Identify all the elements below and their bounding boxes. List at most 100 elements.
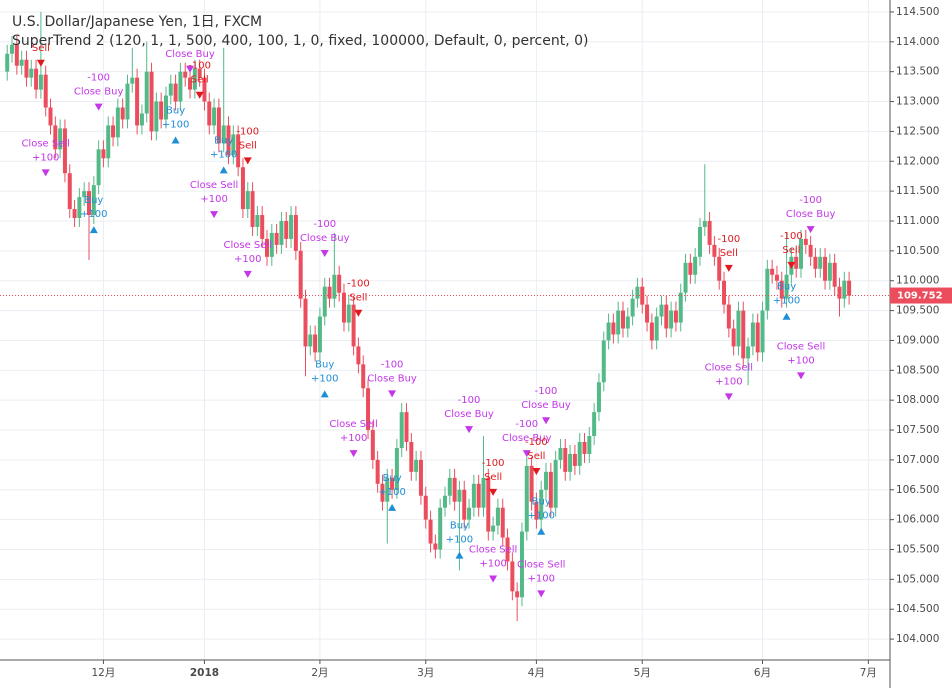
x-tick-label: 3月 xyxy=(417,667,434,679)
signal-arrow xyxy=(489,575,498,583)
candle-body xyxy=(755,322,760,353)
signal-label: Close Sell xyxy=(21,138,69,149)
candle-body xyxy=(582,441,587,454)
signal-arrow xyxy=(94,103,103,111)
signal-label: -100 xyxy=(780,231,803,242)
signal-label: Close Sell xyxy=(224,240,272,251)
candle-body xyxy=(568,453,573,472)
signal-label: Close Buy xyxy=(367,373,417,384)
candle-body xyxy=(260,215,265,239)
x-tick-label: 12月 xyxy=(91,667,115,679)
candle-body xyxy=(14,44,19,66)
candle-body xyxy=(592,412,597,437)
signal-label: +100 xyxy=(234,254,261,265)
candle-body xyxy=(515,591,520,598)
signal-label: Close Sell xyxy=(329,419,377,430)
candle-body xyxy=(669,310,674,329)
candle-body xyxy=(293,215,298,251)
candle-body xyxy=(765,268,770,311)
signal-label: +100 xyxy=(311,373,338,384)
signal-label: Buy xyxy=(214,135,233,146)
signal-arrow xyxy=(320,249,329,257)
candle-body xyxy=(544,471,549,490)
signal-arrow xyxy=(787,261,796,269)
candle-body xyxy=(356,346,361,365)
signal-label: +100 xyxy=(715,376,742,387)
candle-body xyxy=(673,310,678,323)
candle-body xyxy=(399,412,404,448)
candle-body xyxy=(495,507,500,526)
candle-body xyxy=(144,71,149,114)
candle-body xyxy=(553,459,558,508)
y-tick-label: 109.500 xyxy=(896,305,939,317)
signal-label: -100 xyxy=(381,359,404,370)
candle-body xyxy=(693,256,698,275)
x-tick-label: 2月 xyxy=(311,667,328,679)
candle-body xyxy=(649,322,654,341)
candle-body xyxy=(139,113,144,126)
y-tick-label: 109.000 xyxy=(896,334,939,346)
signal-label: -100 xyxy=(313,219,336,230)
signal-label: Sell xyxy=(782,245,800,256)
candle-body xyxy=(697,226,702,257)
candle-body xyxy=(548,471,553,508)
candle-body xyxy=(168,83,173,96)
candle-body xyxy=(366,388,371,431)
signal-label: +100 xyxy=(340,433,367,444)
candle-body xyxy=(500,507,505,538)
y-tick-label: 114.000 xyxy=(896,36,939,48)
candle-body xyxy=(380,483,385,502)
signal-label: Buy xyxy=(315,359,334,370)
candle-body xyxy=(135,77,140,126)
y-tick-label: 106.500 xyxy=(896,484,939,496)
candle-body xyxy=(385,477,390,502)
candle-body xyxy=(770,268,775,275)
candle-body xyxy=(818,256,823,269)
candle-body xyxy=(101,149,106,159)
signal-arrow xyxy=(522,450,531,458)
signal-label: -100 xyxy=(482,458,505,469)
candle-body xyxy=(774,274,779,281)
candle-body xyxy=(106,125,111,159)
signal-label: Close Sell xyxy=(517,559,565,570)
candle-body xyxy=(784,274,789,299)
candle-body xyxy=(337,274,342,293)
signal-label: Close Buy xyxy=(786,209,836,220)
candle-body xyxy=(38,74,43,90)
candle-body xyxy=(433,543,438,550)
candle-body xyxy=(212,107,217,126)
signal-label: Sell xyxy=(349,293,367,304)
candle-body xyxy=(130,77,135,84)
y-tick-label: 111.500 xyxy=(896,185,939,197)
signal-label: Close Buy xyxy=(165,49,215,60)
candle-body xyxy=(447,477,452,496)
signal-label: Buy xyxy=(777,282,796,293)
signal-label: -100 xyxy=(236,126,259,137)
candle-body xyxy=(659,304,664,317)
candle-body xyxy=(683,262,688,293)
signal-label: Close Sell xyxy=(190,180,238,191)
axes: 104.000 104.500 105.000 105.500 106.000 106.5… xyxy=(91,6,952,679)
candle-body xyxy=(236,134,241,168)
candle-body xyxy=(197,68,202,78)
candle-body xyxy=(327,286,332,299)
signal-label: Sell xyxy=(527,451,545,462)
signal-label: Buy xyxy=(84,195,103,206)
candle-body xyxy=(760,310,765,353)
signal-label: Sell xyxy=(191,75,209,86)
candle-body xyxy=(621,310,625,329)
candle-body xyxy=(245,191,250,210)
signal-arrow xyxy=(243,157,252,165)
candle-body xyxy=(91,185,96,216)
candle-body xyxy=(202,77,207,102)
candle-body xyxy=(510,561,515,592)
candle-body xyxy=(390,477,395,490)
candle-body xyxy=(240,167,245,210)
candle-body xyxy=(794,256,799,269)
signal-arrow xyxy=(782,312,791,320)
candle-body xyxy=(486,477,491,532)
candle-body xyxy=(154,101,159,132)
signal-label: -100 xyxy=(717,234,740,245)
signal-arrow xyxy=(489,488,498,496)
